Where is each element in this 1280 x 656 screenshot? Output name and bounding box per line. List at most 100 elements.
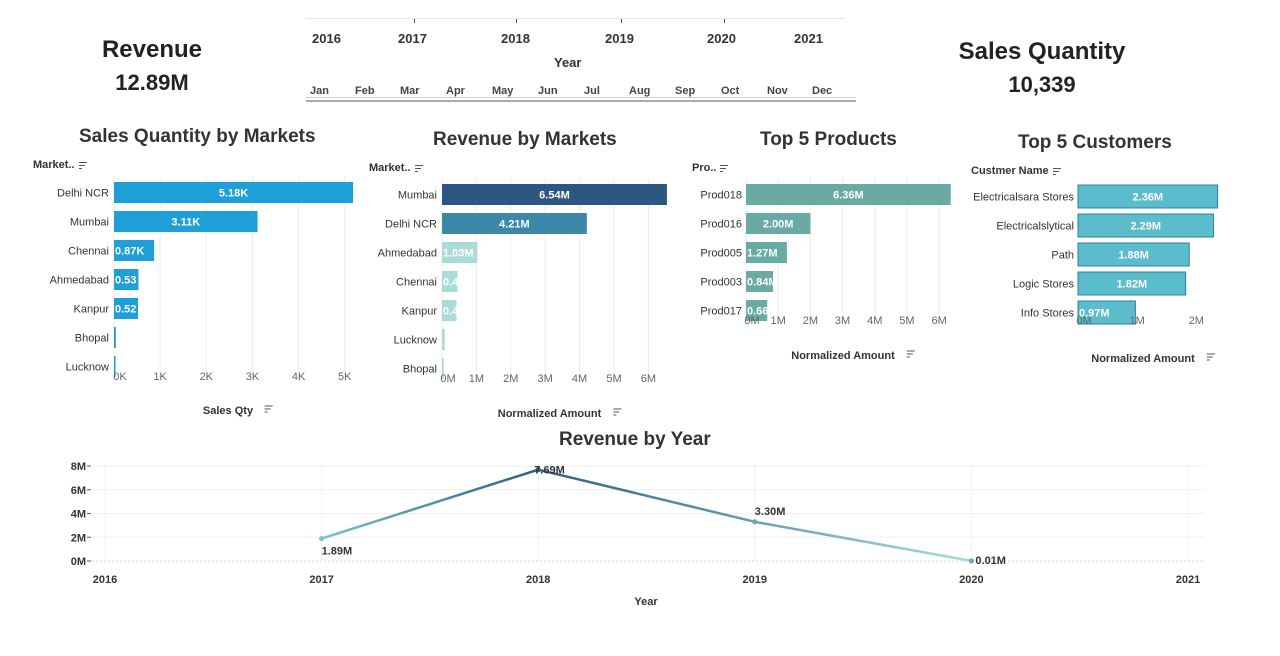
sort-icon[interactable]: [720, 164, 729, 172]
sort-icon: [264, 405, 273, 413]
data-label: 3.30M: [755, 506, 786, 518]
tick-label: 4M: [867, 315, 882, 327]
tick-label: 1M: [469, 373, 484, 385]
data-label: 2.29M: [1130, 221, 1161, 233]
category-label: Kanpur: [402, 306, 438, 318]
data-label: 2.00M: [763, 219, 794, 231]
data-label: 0.53: [115, 275, 136, 287]
sort-icon[interactable]: [414, 164, 423, 172]
tick-label: 3M: [835, 315, 850, 327]
year-filter-option[interactable]: 2021: [794, 31, 823, 46]
month-filter-option[interactable]: Feb: [355, 85, 375, 97]
revenue-kpi-value: 12.89M: [115, 70, 189, 95]
x-tick-label: 2017: [309, 574, 333, 586]
category-label: Info Stores: [1021, 308, 1075, 320]
year-filter[interactable]: 2016 2017 2018 2019 2020 2021 Year: [306, 18, 844, 70]
series-line: [321, 468, 972, 563]
x-tick-label: 2020: [959, 574, 983, 586]
month-filter-option[interactable]: Nov: [767, 85, 788, 97]
month-filter-option[interactable]: Mar: [400, 85, 420, 97]
data-label: 1.89M: [322, 546, 353, 558]
data-label: 5.18K: [219, 188, 248, 200]
year-filter-tick: [621, 19, 622, 23]
customer-name-field-header[interactable]: Custmer Name: [971, 165, 1061, 177]
tick-label: 2K: [200, 371, 214, 383]
month-filter-option[interactable]: Jan: [310, 85, 329, 97]
tick-label: 2M: [503, 373, 518, 385]
bar: [442, 242, 478, 263]
bar: [442, 358, 444, 379]
sort-icon[interactable]: [78, 161, 87, 169]
category-label: Electricalslytical: [996, 221, 1074, 233]
category-label: Logic Stores: [1013, 279, 1075, 291]
x-tick-label: 2019: [743, 574, 767, 586]
year-filter-option[interactable]: 2016: [312, 31, 341, 46]
category-label: Ahmedabad: [378, 248, 437, 260]
top-5-products-title: Top 5 Products: [760, 129, 897, 150]
sort-icon: [613, 408, 622, 416]
market-field-header[interactable]: Market..: [369, 162, 423, 174]
field-header-label: Market..: [369, 162, 411, 174]
bar: [442, 213, 587, 234]
data-label: 6.36M: [833, 190, 864, 202]
category-label: Prod016: [700, 219, 742, 231]
year-filter-option[interactable]: 2017: [398, 31, 427, 46]
data-label: 0.52: [115, 304, 136, 316]
bar: [1077, 184, 1219, 209]
year-filter-option[interactable]: 2018: [501, 31, 530, 46]
bar: [1077, 300, 1136, 325]
month-filter-option[interactable]: Apr: [446, 85, 465, 97]
category-label: Lucknow: [66, 362, 109, 374]
data-label: 0.97M: [1079, 308, 1110, 320]
data-label: 1.27M: [747, 248, 778, 260]
revenue-by-year-chart: 0M 2M 4M 6M 8M 2016 2017 2018 2019 2020 2021 1.89M 7…: [71, 461, 1205, 608]
field-header-label: Market..: [33, 159, 75, 171]
month-filter[interactable]: Jan Feb Mar Apr May Jun Jul Aug Sep Oct …: [306, 78, 856, 102]
data-label: 0.84M: [747, 277, 778, 289]
y-tick-label: 2M: [71, 532, 86, 544]
tick-label: 0M: [1076, 315, 1091, 327]
data-label: 4.21M: [499, 219, 530, 231]
month-filter-option[interactable]: Oct: [721, 85, 740, 97]
y-tick-label: 6M: [71, 485, 86, 497]
bar: [114, 269, 139, 290]
month-filter-option[interactable]: May: [492, 85, 514, 97]
bar: [746, 300, 768, 321]
data-point: [752, 519, 758, 525]
month-filter-option[interactable]: Dec: [812, 85, 833, 97]
revenue-by-markets-title: Revenue by Markets: [433, 129, 617, 150]
data-label: 0.01M: [975, 555, 1006, 567]
data-label: 3.11K: [171, 217, 200, 229]
bar: [114, 211, 258, 232]
top-5-customers-chart: Electricalsara Stores 2.36M Electricalslyt…: [973, 184, 1219, 365]
year-filter-option[interactable]: 2020: [707, 31, 736, 46]
tick-label: 6M: [931, 315, 946, 327]
sales-qty-by-markets-chart: Delhi NCR 5.18K Mumbai 3.11K Chennai 0.87K Ahm…: [50, 176, 354, 417]
axis-title: Normalized Amount: [1091, 353, 1195, 365]
axis-title: Normalized Amount: [498, 408, 602, 420]
tick-label: 3M: [538, 373, 553, 385]
bar: [114, 240, 155, 261]
tick-label: 5M: [899, 315, 914, 327]
tick-label: 5K: [338, 371, 352, 383]
data-label: 2.36M: [1133, 192, 1164, 204]
bar: [746, 184, 951, 205]
category-label: Chennai: [68, 246, 109, 258]
sort-icon[interactable]: [1052, 167, 1061, 175]
category-label: Kanpur: [74, 304, 110, 316]
category-label: Prod017: [700, 306, 742, 318]
data-point: [535, 467, 541, 473]
month-filter-option[interactable]: Jun: [538, 85, 558, 97]
top-5-products-chart: Prod018 6.36M Prod016 2.00M Prod005 1.27M Prod…: [700, 178, 951, 362]
data-label: 0.87K: [115, 246, 144, 258]
year-filter-option[interactable]: 2019: [605, 31, 634, 46]
y-tick-label: 8M: [71, 461, 86, 473]
product-field-header[interactable]: Pro..: [692, 162, 729, 174]
month-filter-option[interactable]: Sep: [675, 85, 696, 97]
month-filter-option[interactable]: Jul: [584, 85, 600, 97]
category-label: Mumbai: [398, 190, 437, 202]
month-filter-option[interactable]: Aug: [629, 85, 651, 97]
category-label: Delhi NCR: [57, 188, 109, 200]
bar: [114, 182, 354, 203]
market-field-header[interactable]: Market..: [33, 159, 87, 171]
